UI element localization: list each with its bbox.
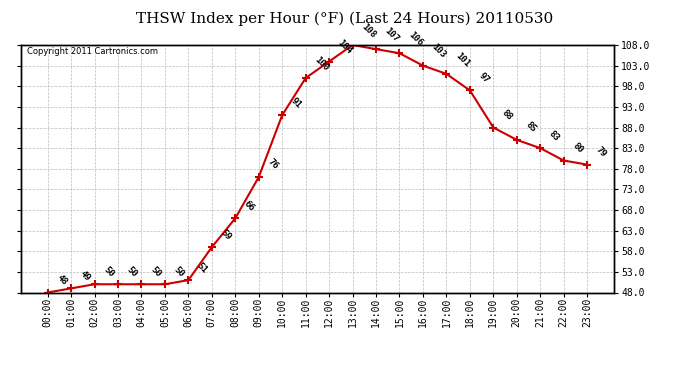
Text: 50: 50 xyxy=(125,265,139,279)
Text: 80: 80 xyxy=(571,141,584,155)
Text: 97: 97 xyxy=(477,71,491,85)
Text: Copyright 2011 Cartronics.com: Copyright 2011 Cartronics.com xyxy=(27,48,157,57)
Text: 101: 101 xyxy=(453,51,471,68)
Text: 91: 91 xyxy=(289,96,303,109)
Text: 108: 108 xyxy=(359,22,377,39)
Text: 66: 66 xyxy=(242,199,256,213)
Text: 106: 106 xyxy=(406,30,424,48)
Text: 50: 50 xyxy=(101,265,115,279)
Text: 83: 83 xyxy=(547,129,561,142)
Text: 76: 76 xyxy=(266,158,279,171)
Text: 100: 100 xyxy=(313,55,331,72)
Text: 48: 48 xyxy=(55,273,68,287)
Text: 103: 103 xyxy=(430,42,448,60)
Text: 50: 50 xyxy=(148,265,162,279)
Text: 107: 107 xyxy=(383,26,401,44)
Text: 50: 50 xyxy=(172,265,186,279)
Text: THSW Index per Hour (°F) (Last 24 Hours) 20110530: THSW Index per Hour (°F) (Last 24 Hours)… xyxy=(137,11,553,26)
Text: 88: 88 xyxy=(500,108,514,122)
Text: 79: 79 xyxy=(594,145,608,159)
Text: 51: 51 xyxy=(195,261,209,274)
Text: 49: 49 xyxy=(78,269,92,283)
Text: 104: 104 xyxy=(336,38,354,56)
Text: 59: 59 xyxy=(219,228,233,242)
Text: 85: 85 xyxy=(524,120,538,134)
